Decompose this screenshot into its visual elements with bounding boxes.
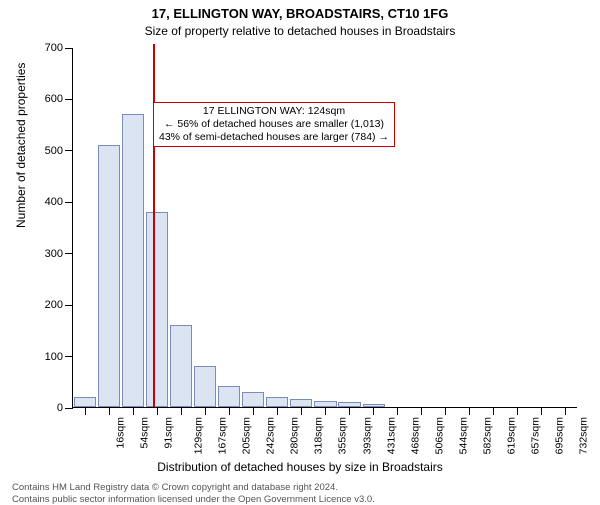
x-tick: [157, 407, 158, 415]
histogram-bar: [290, 399, 312, 407]
histogram-bar: [122, 114, 144, 407]
histogram-bar: [74, 397, 96, 407]
y-axis-label: Number of detached properties: [14, 63, 28, 228]
y-tick: [65, 356, 73, 357]
x-tick-label: 242sqm: [265, 417, 277, 454]
y-tick: [65, 99, 73, 100]
x-tick-label: 129sqm: [193, 417, 205, 454]
x-tick-label: 355sqm: [337, 417, 349, 454]
x-tick-label: 431sqm: [385, 417, 397, 454]
y-tick: [65, 48, 73, 49]
y-tick-label: 100: [29, 351, 63, 363]
x-tick: [373, 407, 374, 415]
histogram-bar: [146, 212, 168, 407]
y-tick-label: 700: [29, 42, 63, 54]
x-tick: [109, 407, 110, 415]
x-tick: [445, 407, 446, 415]
x-tick: [565, 407, 566, 415]
x-tick: [85, 407, 86, 415]
y-tick-label: 300: [29, 248, 63, 260]
x-tick: [253, 407, 254, 415]
annotation-line-3: 43% of semi-detached houses are larger (…: [159, 131, 389, 144]
x-tick: [541, 407, 542, 415]
histogram-bar: [98, 145, 120, 407]
x-tick-label: 91sqm: [163, 417, 175, 449]
y-tick-label: 200: [29, 299, 63, 311]
y-tick: [65, 305, 73, 306]
histogram-bar: [266, 397, 288, 407]
y-tick-label: 0: [29, 402, 63, 414]
x-tick-label: 695sqm: [553, 417, 565, 454]
x-tick-label: 544sqm: [457, 417, 469, 454]
property-marker-line: [153, 44, 155, 407]
histogram-bar: [170, 325, 192, 407]
x-tick-label: 167sqm: [217, 417, 229, 454]
x-tick: [205, 407, 206, 415]
y-tick: [65, 408, 73, 409]
histogram-bar: [218, 386, 240, 407]
x-tick: [277, 407, 278, 415]
histogram-bar: [242, 392, 264, 407]
x-tick-label: 506sqm: [433, 417, 445, 454]
x-tick: [301, 407, 302, 415]
x-tick-label: 280sqm: [289, 417, 301, 454]
x-tick: [421, 407, 422, 415]
x-tick-label: 205sqm: [241, 417, 253, 454]
x-tick: [349, 407, 350, 415]
x-tick-label: 657sqm: [529, 417, 541, 454]
x-tick-label: 54sqm: [139, 417, 151, 449]
y-tick-label: 600: [29, 93, 63, 105]
x-tick: [517, 407, 518, 415]
x-tick: [181, 407, 182, 415]
y-tick: [65, 150, 73, 151]
x-axis-label: Distribution of detached houses by size …: [0, 460, 600, 474]
x-tick: [397, 407, 398, 415]
y-tick-label: 400: [29, 196, 63, 208]
x-tick-label: 16sqm: [115, 417, 127, 449]
title-main: 17, ELLINGTON WAY, BROADSTAIRS, CT10 1FG: [0, 6, 600, 21]
footer-line-1: Contains HM Land Registry data © Crown c…: [12, 482, 338, 493]
y-tick: [65, 253, 73, 254]
x-tick: [229, 407, 230, 415]
x-tick-label: 732sqm: [577, 417, 589, 454]
x-tick-label: 468sqm: [409, 417, 421, 454]
y-tick-label: 500: [29, 145, 63, 157]
x-tick-label: 393sqm: [361, 417, 373, 454]
histogram-bar: [194, 366, 216, 407]
title-sub: Size of property relative to detached ho…: [0, 24, 600, 38]
x-tick-label: 582sqm: [481, 417, 493, 454]
x-tick: [325, 407, 326, 415]
x-tick-label: 318sqm: [313, 417, 325, 454]
annotation-line-2: ← 56% of detached houses are smaller (1,…: [159, 118, 389, 131]
annotation-line-1: 17 ELLINGTON WAY: 124sqm: [159, 105, 389, 118]
x-tick: [469, 407, 470, 415]
x-tick: [493, 407, 494, 415]
annotation-box: 17 ELLINGTON WAY: 124sqm ← 56% of detach…: [153, 102, 395, 147]
histogram-plot: 17 ELLINGTON WAY: 124sqm ← 56% of detach…: [72, 48, 577, 408]
x-tick: [133, 407, 134, 415]
y-tick: [65, 202, 73, 203]
x-tick-label: 619sqm: [505, 417, 517, 454]
